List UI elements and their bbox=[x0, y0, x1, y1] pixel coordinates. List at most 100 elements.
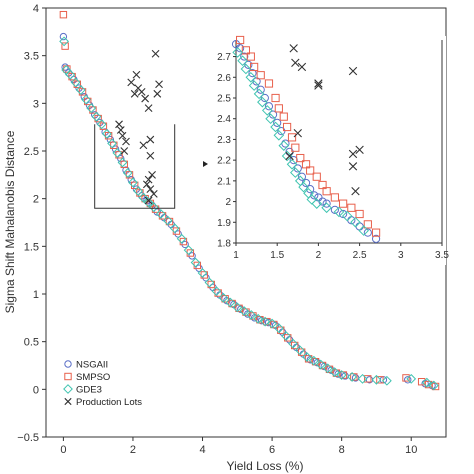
inset-y-tick-label: 2.2 bbox=[217, 156, 231, 167]
inset-data-point bbox=[264, 79, 274, 88]
inset-data-point bbox=[271, 93, 280, 103]
inset-data-point bbox=[282, 122, 292, 132]
data-point bbox=[406, 373, 417, 384]
inset-data-point bbox=[289, 156, 298, 165]
inset-data-point bbox=[322, 187, 331, 196]
data-point bbox=[70, 77, 81, 88]
inset-data-point bbox=[322, 199, 331, 208]
data-point bbox=[138, 192, 149, 203]
data-point bbox=[117, 157, 128, 168]
data-point bbox=[151, 205, 160, 213]
data-point bbox=[146, 135, 155, 144]
inset-data-point bbox=[248, 80, 260, 91]
inset-data-point bbox=[257, 96, 268, 108]
data-point bbox=[214, 289, 222, 297]
inset-data-point bbox=[312, 172, 321, 181]
inset-y-tick-label: 1.8 bbox=[217, 239, 231, 250]
data-point bbox=[115, 151, 123, 159]
data-point bbox=[137, 88, 146, 96]
inset-data-point bbox=[314, 79, 323, 88]
data-point bbox=[281, 331, 291, 341]
x-tick-label: 8 bbox=[339, 444, 345, 456]
data-point bbox=[141, 94, 150, 103]
inset-data-point bbox=[256, 71, 265, 80]
data-point bbox=[142, 180, 151, 189]
data-point bbox=[339, 371, 348, 379]
zoom-region-outline bbox=[94, 124, 176, 209]
inset-data-point bbox=[355, 209, 364, 219]
data-point bbox=[143, 197, 154, 208]
legend-item-gde3: GDE3 bbox=[63, 384, 102, 396]
data-point bbox=[144, 175, 153, 184]
data-point bbox=[96, 119, 107, 130]
x-tick-label: 10 bbox=[405, 444, 417, 456]
data-point bbox=[65, 69, 76, 80]
inset-data-point bbox=[339, 199, 348, 208]
data-point bbox=[61, 42, 69, 50]
legend-marker bbox=[64, 397, 72, 406]
data-point bbox=[151, 49, 160, 58]
inset-data-point bbox=[297, 62, 307, 72]
data-point bbox=[94, 114, 102, 123]
data-point bbox=[104, 132, 113, 140]
data-point bbox=[155, 209, 166, 219]
inset-data-point bbox=[333, 206, 345, 218]
inset-data-point bbox=[358, 225, 370, 236]
y-tick-label: −0.5 bbox=[17, 432, 39, 444]
x-tick-label: 2 bbox=[130, 444, 136, 456]
data-point bbox=[347, 372, 357, 382]
inset-x-tick-label: 3 bbox=[398, 250, 404, 261]
data-point bbox=[169, 223, 180, 234]
y-tick-label: 2.5 bbox=[24, 146, 39, 158]
data-point bbox=[120, 160, 128, 169]
data-point bbox=[127, 78, 136, 87]
data-point bbox=[146, 185, 155, 194]
inset-data-point bbox=[363, 228, 372, 237]
data-point bbox=[371, 374, 382, 385]
inset-data-point bbox=[306, 194, 318, 205]
data-point bbox=[162, 215, 173, 226]
data-point bbox=[84, 97, 92, 106]
data-point bbox=[290, 341, 299, 350]
y-tick-label: 4 bbox=[33, 3, 39, 15]
data-point bbox=[424, 380, 433, 389]
data-point bbox=[211, 286, 222, 297]
data-point bbox=[89, 106, 97, 114]
x-tick-label: 4 bbox=[199, 444, 205, 456]
data-point bbox=[364, 375, 372, 383]
data-point bbox=[59, 32, 68, 41]
inset-y-tick-label: 1.9 bbox=[217, 218, 231, 229]
data-point bbox=[125, 171, 134, 179]
data-point bbox=[122, 137, 130, 146]
zoom-box bbox=[94, 124, 176, 209]
inset-data-point bbox=[347, 203, 356, 212]
data-point bbox=[336, 370, 347, 380]
data-point bbox=[155, 80, 163, 89]
inset-data-point bbox=[351, 187, 360, 196]
y-tick-label: 3.5 bbox=[24, 51, 39, 63]
inset-data-point bbox=[348, 66, 358, 76]
legend-marker bbox=[63, 384, 73, 394]
data-point bbox=[59, 36, 69, 47]
inset-y-tick-label: 2 bbox=[225, 197, 231, 208]
y-tick-label: 3 bbox=[33, 98, 39, 110]
data-point bbox=[139, 141, 148, 150]
legend-marker bbox=[64, 372, 72, 381]
data-point bbox=[295, 345, 305, 356]
data-point bbox=[284, 334, 292, 342]
data-point bbox=[417, 378, 426, 386]
data-point bbox=[239, 306, 250, 317]
inset-data-point bbox=[291, 143, 300, 152]
data-point bbox=[225, 297, 236, 308]
inset-data-point bbox=[286, 158, 298, 170]
data-point bbox=[232, 302, 243, 313]
data-point bbox=[101, 128, 112, 139]
inset-series-smpso bbox=[236, 35, 381, 237]
data-point bbox=[110, 141, 118, 149]
data-point bbox=[107, 138, 117, 149]
inset-data-point bbox=[371, 234, 381, 243]
y-axis-title: Sigma Shift Mahalanobis Distance bbox=[3, 130, 17, 313]
inset-data-point bbox=[290, 167, 301, 178]
inset-data-point bbox=[236, 35, 245, 45]
